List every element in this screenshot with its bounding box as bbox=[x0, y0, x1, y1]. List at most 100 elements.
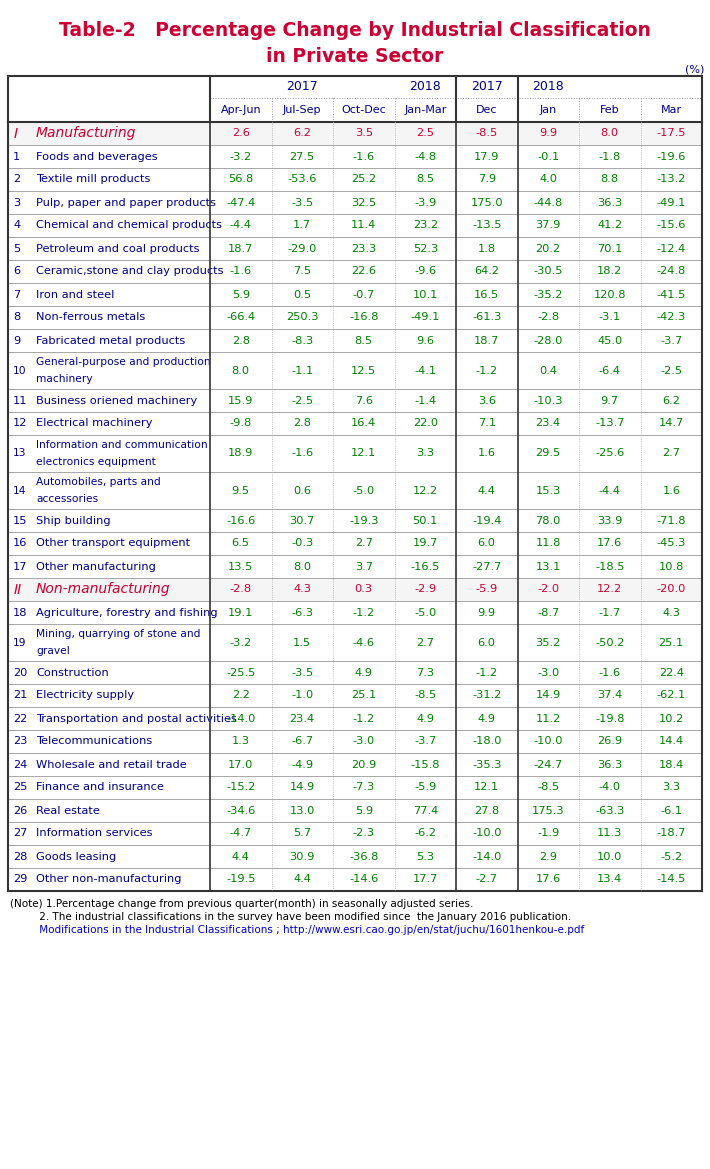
Text: 18: 18 bbox=[13, 608, 28, 617]
Text: -29.0: -29.0 bbox=[288, 243, 317, 254]
Text: 56.8: 56.8 bbox=[228, 174, 253, 185]
Text: -3.2: -3.2 bbox=[230, 152, 252, 161]
Text: 0.6: 0.6 bbox=[293, 485, 311, 496]
Text: Transportation and postal activities: Transportation and postal activities bbox=[36, 713, 237, 724]
Text: 8: 8 bbox=[13, 312, 21, 323]
Text: -19.5: -19.5 bbox=[226, 874, 256, 885]
Text: 7.5: 7.5 bbox=[293, 267, 311, 277]
Text: 0.5: 0.5 bbox=[293, 290, 311, 299]
Text: 12: 12 bbox=[13, 419, 28, 429]
Text: 3.3: 3.3 bbox=[416, 449, 435, 458]
Text: 4.3: 4.3 bbox=[662, 608, 680, 617]
Text: 13.4: 13.4 bbox=[597, 874, 623, 885]
Text: Real estate: Real estate bbox=[36, 805, 100, 816]
Text: -66.4: -66.4 bbox=[226, 312, 256, 323]
Text: Information services: Information services bbox=[36, 829, 153, 838]
Text: -12.4: -12.4 bbox=[657, 243, 686, 254]
Text: -18.5: -18.5 bbox=[595, 561, 625, 572]
Text: 35.2: 35.2 bbox=[535, 637, 561, 648]
Text: -3.5: -3.5 bbox=[291, 198, 313, 208]
Text: 20.9: 20.9 bbox=[351, 760, 376, 769]
Text: 19.1: 19.1 bbox=[228, 608, 253, 617]
Text: Modifications in the Industrial Classifications ; http://www.esri.cao.go.jp/en/s: Modifications in the Industrial Classifi… bbox=[10, 925, 584, 935]
Text: -36.8: -36.8 bbox=[349, 851, 378, 862]
Text: -8.3: -8.3 bbox=[291, 336, 313, 346]
Text: -34.6: -34.6 bbox=[226, 805, 256, 816]
Text: 78.0: 78.0 bbox=[535, 516, 561, 526]
Text: -4.9: -4.9 bbox=[291, 760, 313, 769]
Text: machinery: machinery bbox=[36, 374, 92, 383]
Text: 12.2: 12.2 bbox=[597, 584, 622, 595]
Text: -2.0: -2.0 bbox=[537, 584, 559, 595]
Text: -5.0: -5.0 bbox=[414, 608, 437, 617]
Text: Non-ferrous metals: Non-ferrous metals bbox=[36, 312, 146, 323]
Text: 22.4: 22.4 bbox=[659, 667, 684, 678]
Text: 4.4: 4.4 bbox=[478, 485, 496, 496]
Text: -0.1: -0.1 bbox=[537, 152, 559, 161]
Text: -19.3: -19.3 bbox=[349, 516, 378, 526]
Text: 25.1: 25.1 bbox=[659, 637, 684, 648]
Text: -15.8: -15.8 bbox=[410, 760, 440, 769]
Text: -8.5: -8.5 bbox=[476, 129, 498, 138]
Text: I: I bbox=[14, 126, 18, 140]
Text: Jan-Mar: Jan-Mar bbox=[404, 105, 447, 115]
Text: Non-manufacturing: Non-manufacturing bbox=[36, 582, 170, 596]
Text: -1.6: -1.6 bbox=[291, 449, 313, 458]
Text: -13.5: -13.5 bbox=[472, 221, 501, 230]
Text: 2.7: 2.7 bbox=[416, 637, 435, 648]
Text: 1.6: 1.6 bbox=[662, 485, 680, 496]
Text: 2018: 2018 bbox=[410, 81, 441, 94]
Text: 5: 5 bbox=[13, 243, 21, 254]
Text: 4.4: 4.4 bbox=[293, 874, 311, 885]
Text: 12.1: 12.1 bbox=[474, 782, 499, 793]
Text: 2.7: 2.7 bbox=[355, 539, 373, 548]
Text: 26: 26 bbox=[13, 805, 27, 816]
Text: 8.5: 8.5 bbox=[416, 174, 435, 185]
Text: -6.7: -6.7 bbox=[291, 736, 313, 747]
Text: (%): (%) bbox=[684, 64, 704, 74]
Text: -14.0: -14.0 bbox=[226, 713, 256, 724]
Text: Wholesale and retail trade: Wholesale and retail trade bbox=[36, 760, 187, 769]
Text: 2.5: 2.5 bbox=[416, 129, 435, 138]
Text: 6: 6 bbox=[13, 267, 20, 277]
Text: -6.2: -6.2 bbox=[414, 829, 436, 838]
Text: 120.8: 120.8 bbox=[594, 290, 626, 299]
Text: -1.2: -1.2 bbox=[476, 667, 498, 678]
Text: 9.9: 9.9 bbox=[478, 608, 496, 617]
Text: in Private Sector: in Private Sector bbox=[266, 47, 444, 65]
Text: Automobiles, parts and: Automobiles, parts and bbox=[36, 477, 160, 487]
Text: -3.1: -3.1 bbox=[599, 312, 621, 323]
Text: 7.6: 7.6 bbox=[355, 395, 373, 406]
Text: 23.2: 23.2 bbox=[413, 221, 438, 230]
Text: -42.3: -42.3 bbox=[657, 312, 686, 323]
Text: 25.1: 25.1 bbox=[351, 691, 376, 700]
Text: 11.4: 11.4 bbox=[351, 221, 376, 230]
Text: 18.7: 18.7 bbox=[228, 243, 253, 254]
Text: 10: 10 bbox=[13, 366, 27, 375]
Text: 4.9: 4.9 bbox=[478, 713, 496, 724]
Text: -1.2: -1.2 bbox=[353, 713, 375, 724]
Text: -2.7: -2.7 bbox=[476, 874, 498, 885]
Text: -17.5: -17.5 bbox=[657, 129, 686, 138]
Text: -9.8: -9.8 bbox=[229, 419, 252, 429]
Text: 2. The industrial classifications in the survey have been modified since  the Ja: 2. The industrial classifications in the… bbox=[10, 912, 571, 922]
Text: 2: 2 bbox=[13, 174, 20, 185]
Text: 4.0: 4.0 bbox=[540, 174, 557, 185]
Text: 14.7: 14.7 bbox=[659, 419, 684, 429]
Text: -19.4: -19.4 bbox=[472, 516, 501, 526]
Text: 16.5: 16.5 bbox=[474, 290, 499, 299]
Text: 14.9: 14.9 bbox=[535, 691, 561, 700]
Text: -71.8: -71.8 bbox=[657, 516, 686, 526]
Text: 1.3: 1.3 bbox=[231, 736, 250, 747]
Text: -53.6: -53.6 bbox=[288, 174, 317, 185]
Text: 3: 3 bbox=[13, 198, 21, 208]
Text: -2.5: -2.5 bbox=[291, 395, 313, 406]
Text: 13: 13 bbox=[13, 449, 26, 458]
Text: Finance and insurance: Finance and insurance bbox=[36, 782, 164, 793]
Text: Jul-Sep: Jul-Sep bbox=[283, 105, 322, 115]
Text: 8.0: 8.0 bbox=[601, 129, 619, 138]
Text: -19.8: -19.8 bbox=[595, 713, 625, 724]
Text: 13.5: 13.5 bbox=[228, 561, 253, 572]
Text: 11.8: 11.8 bbox=[535, 539, 561, 548]
Text: -1.2: -1.2 bbox=[476, 366, 498, 375]
